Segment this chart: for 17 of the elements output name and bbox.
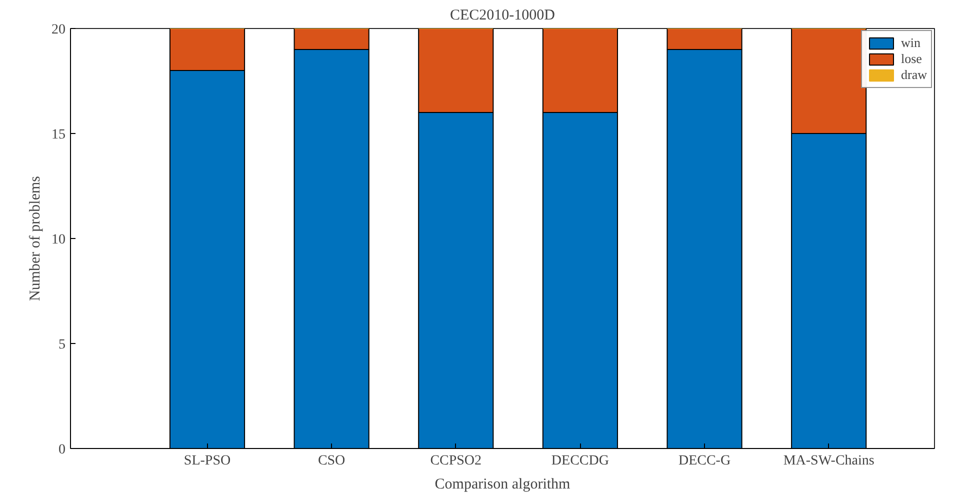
legend-label: draw (901, 67, 927, 83)
legend-label: win (901, 35, 921, 51)
x-tick-label: MA-SW-Chains (783, 454, 874, 468)
x-tick-label: DECCDG (551, 454, 609, 468)
x-tick-label: DECC-G (678, 454, 731, 468)
y-tick-label: 10 (52, 232, 66, 248)
y-tick-label: 15 (52, 128, 66, 142)
legend-label: lose (901, 51, 922, 67)
x-tick-label: SL-PSO (184, 454, 231, 468)
x-tick-label: CCPSO2 (430, 454, 482, 468)
x-tick-label: CSO (318, 454, 346, 468)
y-tick-label: 0 (58, 442, 66, 458)
y-axis-title: Number of problems (28, 176, 44, 301)
y-tick-label: 5 (58, 338, 66, 352)
y-tick-label: 20 (52, 22, 66, 38)
chart-title: CEC2010-1000D (450, 8, 556, 24)
x-axis-title: Comparison algorithm (434, 476, 571, 492)
